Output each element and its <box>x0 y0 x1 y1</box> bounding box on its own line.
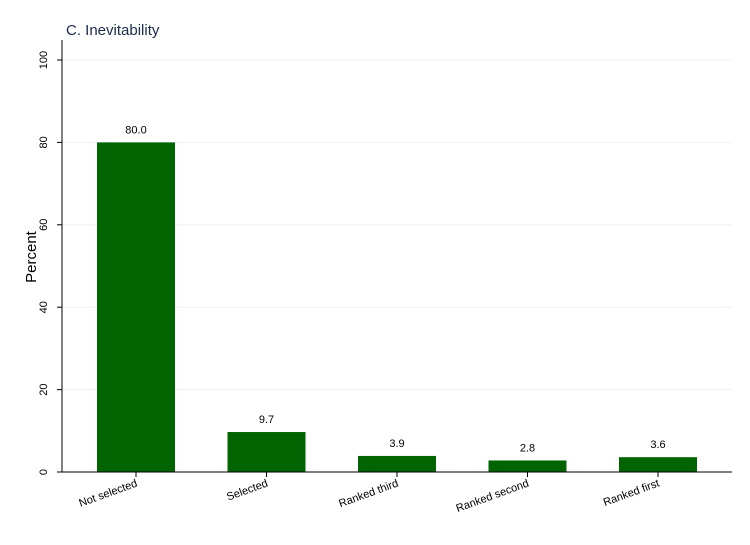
y-axis-label: Percent <box>23 230 40 283</box>
data-labels: 80.0 9.7 3.9 2.8 3.6 <box>125 124 665 454</box>
y-axis-ticks: 0 20 40 60 80 100 <box>38 51 62 475</box>
y-tick-label: 40 <box>38 301 50 313</box>
y-tick-label: 80 <box>38 136 50 148</box>
bar-value-label: 2.8 <box>520 442 535 454</box>
category-label: Ranked first <box>602 478 661 509</box>
category-label: Selected <box>225 478 269 504</box>
chart-title: C. Inevitability <box>66 22 160 39</box>
bar <box>97 142 175 472</box>
bar-value-label: 3.9 <box>389 438 404 450</box>
y-tick-label: 60 <box>38 219 50 231</box>
bar <box>488 460 567 472</box>
bar <box>227 432 306 472</box>
bar <box>619 457 697 472</box>
bar-value-label: 80.0 <box>125 124 146 136</box>
bar-value-label: 3.6 <box>650 439 665 451</box>
y-tick-label: 20 <box>38 383 50 395</box>
category-label: Not selected <box>77 478 139 510</box>
bar <box>358 455 436 472</box>
category-label: Ranked second <box>455 478 531 515</box>
y-tick-label: 0 <box>38 469 50 475</box>
y-tick-label: 100 <box>38 51 50 69</box>
category-label: Ranked third <box>337 478 400 511</box>
bars <box>97 142 697 472</box>
x-axis-categories: Not selected Selected Ranked third Ranked s… <box>77 472 661 515</box>
bar-value-label: 9.7 <box>259 414 274 426</box>
